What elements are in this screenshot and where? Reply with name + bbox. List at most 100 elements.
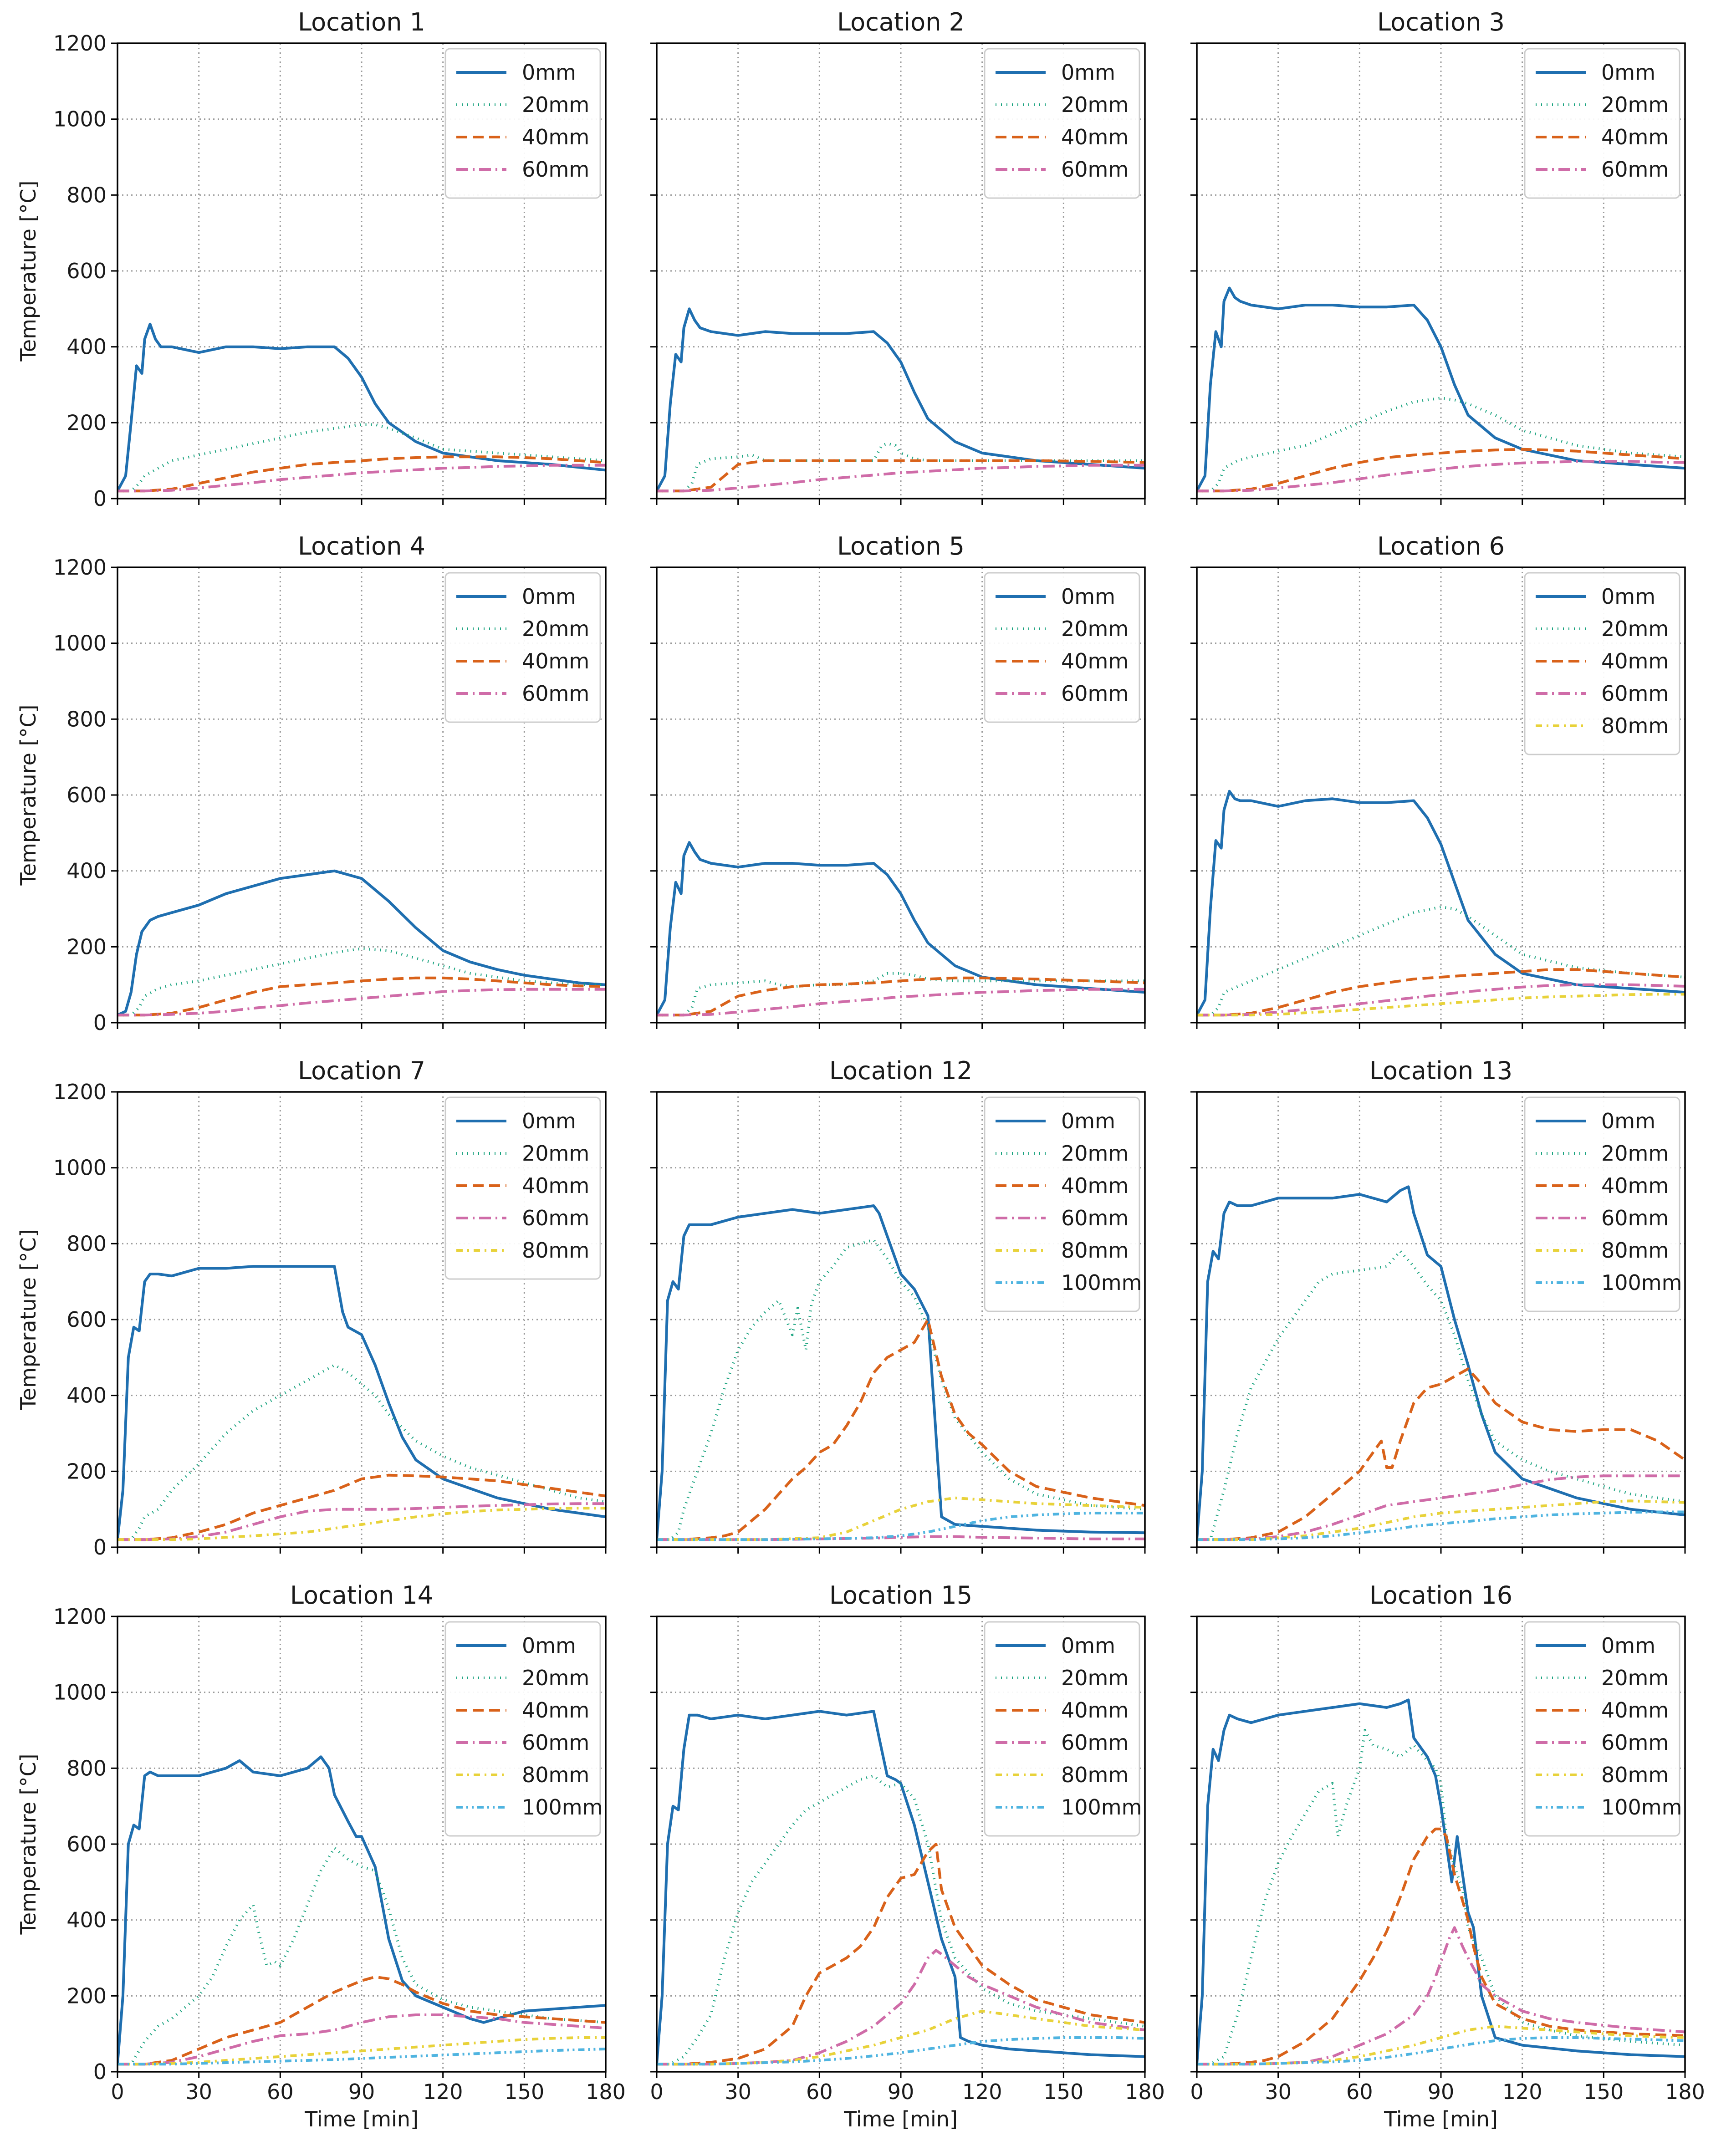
plot-frame xyxy=(656,42,1146,499)
series-line-60mm xyxy=(1197,1474,1685,1541)
series-line-20mm xyxy=(657,1774,1145,2066)
y-tick-label: 1200 xyxy=(53,31,107,56)
legend-label-100mm: 100mm xyxy=(1061,1795,1142,1820)
legend-label-20mm: 20mm xyxy=(522,1141,589,1166)
legend-label-0mm: 0mm xyxy=(1601,1633,1655,1658)
legend-box xyxy=(1524,1096,1680,1312)
y-tick-label: 600 xyxy=(66,1832,107,1856)
series-line-60mm xyxy=(657,988,1145,1017)
chart-title: Location 1 xyxy=(298,8,425,36)
legend-label-20mm: 20mm xyxy=(522,617,589,641)
legend-label-40mm: 40mm xyxy=(1061,1173,1129,1198)
legend-label-20mm: 20mm xyxy=(1601,1141,1669,1166)
x-axis-label: Time [min] xyxy=(1384,2107,1498,2131)
legend-label-60mm: 60mm xyxy=(1061,1206,1129,1230)
series-line-40mm xyxy=(117,976,606,1017)
legend-label-20mm: 20mm xyxy=(522,1666,589,1690)
y-tick-label: 1200 xyxy=(53,555,107,580)
series-line-0mm xyxy=(1197,286,1685,492)
legend-label-0mm: 0mm xyxy=(522,1109,576,1133)
chart-panel-8: Location 12 0mm 20mm 40mm 60mm 80mm 100mm xyxy=(650,1056,1146,1554)
series-line-60mm xyxy=(1197,460,1685,493)
series-line-40mm xyxy=(657,976,1145,1017)
series-line-60mm xyxy=(117,2013,606,2066)
legend-label-60mm: 60mm xyxy=(522,157,589,182)
x-tick-label: 90 xyxy=(1428,2080,1455,2104)
chart-title: Location 16 xyxy=(1369,1581,1512,1610)
series-line-60mm xyxy=(657,464,1145,493)
series-line-0mm xyxy=(117,1755,606,2064)
legend-label-100mm: 100mm xyxy=(1061,1270,1142,1295)
x-tick-label: 90 xyxy=(348,2080,375,2104)
legend-label-60mm: 60mm xyxy=(522,681,589,706)
legend-label-40mm: 40mm xyxy=(522,649,589,673)
y-tick-label: 0 xyxy=(93,486,107,511)
x-axis-label: Time [min] xyxy=(843,2107,958,2131)
y-axis-label: Temperature [°C] xyxy=(16,1229,41,1410)
legend-box xyxy=(444,1096,601,1280)
legend-label-80mm: 80mm xyxy=(1061,1238,1129,1263)
chart-panel-9: Location 13 0mm 20mm 40mm 60mm 80mm 100mm xyxy=(1190,1056,1686,1554)
x-tick-label: 180 xyxy=(1125,2080,1165,2104)
series-line-0mm xyxy=(657,307,1145,492)
legend-label-40mm: 40mm xyxy=(1601,125,1669,149)
series-line-20mm xyxy=(117,947,606,1017)
legend-label-0mm: 0mm xyxy=(1061,584,1115,609)
x-tick-label: 180 xyxy=(1665,2080,1705,2104)
y-tick-label: 200 xyxy=(66,410,107,435)
x-tick-label: 0 xyxy=(650,2080,663,2104)
series-line-20mm xyxy=(657,442,1145,493)
chart-panel-10: 0 30 60 90 120 150 180 0 200 400 600 800 1000 1200 Loc… xyxy=(16,1581,626,2131)
plot-frame xyxy=(656,566,1146,1024)
y-tick-label: 400 xyxy=(66,859,107,883)
legend-label-0mm: 0mm xyxy=(1061,1633,1115,1658)
x-tick-label: 30 xyxy=(185,2080,212,2104)
legend-label-100mm: 100mm xyxy=(522,1795,603,1820)
chart-panel-6: Location 6 0mm 20mm 40mm 60mm 80mm xyxy=(1190,532,1686,1029)
series-line-20mm xyxy=(657,972,1145,1017)
series-line-0mm xyxy=(117,869,606,1017)
y-tick-label: 0 xyxy=(93,2059,107,2084)
series-line-0mm xyxy=(117,1265,606,1540)
legend-box xyxy=(1524,48,1680,199)
series-line-80mm xyxy=(1197,2025,1685,2066)
y-tick-label: 200 xyxy=(66,1459,107,1483)
series-line-60mm xyxy=(117,988,606,1017)
series-line-0mm xyxy=(657,1204,1145,1540)
legend-label-60mm: 60mm xyxy=(1061,681,1129,706)
legend-label-80mm: 80mm xyxy=(1061,1763,1129,1787)
x-axis-label: Time [min] xyxy=(304,2107,419,2131)
legend-label-80mm: 80mm xyxy=(522,1763,589,1787)
series-line-60mm xyxy=(1197,1926,1685,2066)
x-tick-label: 30 xyxy=(725,2080,751,2104)
chart-title: Location 4 xyxy=(298,532,425,561)
x-tick-label: 30 xyxy=(1265,2080,1292,2104)
chart-panel-4: 0 200 400 600 800 1000 1200 Location 4 Temperatu… xyxy=(16,532,607,1035)
legend-label-80mm: 80mm xyxy=(522,1238,589,1263)
y-tick-label: 400 xyxy=(66,1383,107,1408)
legend-box xyxy=(1524,572,1680,755)
series-line-20mm xyxy=(117,423,606,493)
y-tick-label: 400 xyxy=(66,335,107,359)
series-line-80mm xyxy=(657,2009,1145,2066)
chart-title: Location 2 xyxy=(837,8,965,36)
legend-label-40mm: 40mm xyxy=(1601,649,1669,673)
series-line-60mm xyxy=(1197,983,1685,1017)
series-line-100mm xyxy=(657,1512,1145,1541)
chart-title: Location 12 xyxy=(829,1056,972,1085)
chart-panel-7: 0 200 400 600 800 1000 1200 Location 7 Temperatu… xyxy=(16,1056,607,1560)
chart-title: Location 14 xyxy=(290,1581,433,1610)
legend-label-60mm: 60mm xyxy=(1601,681,1669,706)
plot-frame xyxy=(117,1616,607,2073)
legend-box xyxy=(444,572,601,723)
y-tick-label: 600 xyxy=(66,783,107,807)
legend-box xyxy=(984,572,1140,723)
legend-label-40mm: 40mm xyxy=(1601,1173,1669,1198)
chart-panel-2: Location 2 0mm 20mm 40mm 60mm xyxy=(650,8,1146,505)
legend-label-40mm: 40mm xyxy=(1601,1698,1669,1723)
legend-box xyxy=(984,48,1140,199)
series-line-40mm xyxy=(657,1843,1145,2066)
y-axis-label: Temperature [°C] xyxy=(16,704,41,886)
x-tick-label: 150 xyxy=(504,2080,544,2104)
